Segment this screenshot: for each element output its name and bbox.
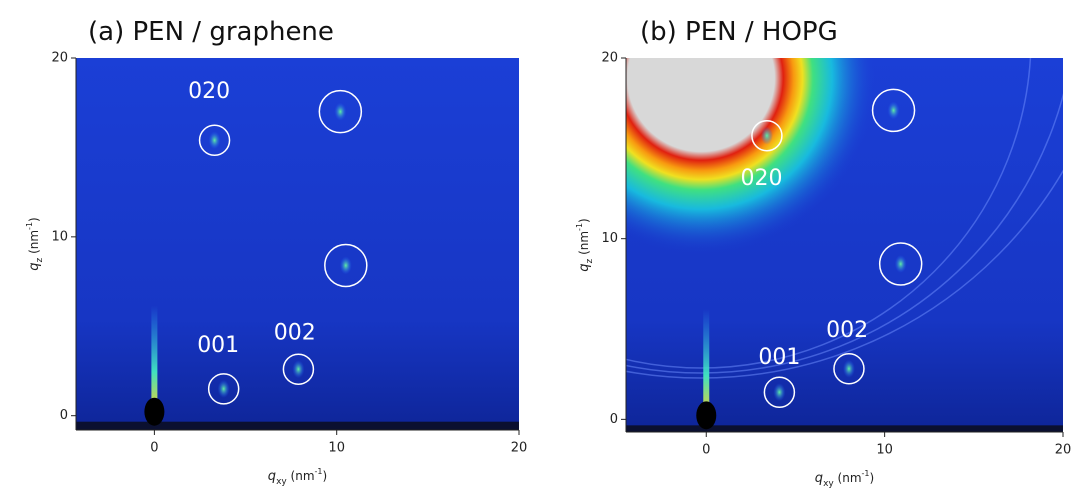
axis-label-part: q: [268, 469, 276, 484]
axis-label-part: q: [27, 262, 42, 270]
ring: [626, 92, 1063, 374]
axis-label-part: ): [577, 218, 591, 223]
peak-circle: [751, 119, 783, 152]
x-tick-label: 20: [1055, 443, 1072, 458]
axis-label-part: -1: [315, 467, 323, 476]
peak-circle: [878, 242, 923, 286]
diffraction-spot: [760, 126, 773, 145]
axis-label-part: ): [870, 471, 875, 485]
axis-label: qz (nm-1): [25, 217, 45, 270]
peak-label: 001: [758, 345, 800, 370]
y-tick-label: 0: [610, 412, 618, 427]
beam-streak: [703, 309, 710, 420]
y-tick-label: 10: [601, 231, 618, 246]
diffraction-spot: [292, 360, 305, 379]
peak-circle: [871, 88, 916, 133]
peak-circle: [198, 124, 231, 157]
diffraction-spot: [773, 383, 786, 402]
x-tick-label: 10: [876, 443, 893, 458]
peak-circle: [282, 353, 315, 385]
beam-streak: [151, 305, 158, 416]
axis-label-part: -1: [25, 222, 34, 230]
y-tick-label: 10: [51, 229, 68, 244]
ring: [626, 169, 1063, 379]
axis-label-part: (nm: [834, 471, 862, 485]
panel-title: (a) PEN / graphene: [88, 17, 334, 47]
peak-label: 002: [274, 320, 316, 345]
axis-label: qxy (nm-1): [268, 467, 327, 487]
peak-circle: [324, 243, 368, 288]
peak-circle: [318, 89, 363, 134]
x-tick-label: 10: [328, 441, 345, 456]
diffraction-spot: [842, 359, 855, 378]
axis-label-part: xy: [276, 477, 287, 487]
y-tick-label: 20: [601, 51, 618, 66]
peak-circle: [763, 376, 796, 409]
axis-label-part: ): [27, 217, 41, 222]
halo: [626, 58, 876, 253]
axis-label-part: z: [35, 257, 45, 262]
ring: [626, 58, 1032, 369]
peak-circle: [207, 373, 240, 405]
beam-stop: [144, 397, 165, 426]
axis-label-part: (nm: [577, 231, 591, 259]
diffraction-spot: [208, 131, 221, 150]
axis-label: qxy (nm-1): [815, 469, 874, 489]
peak-label: 001: [197, 333, 239, 358]
scattering-image: [626, 58, 1063, 432]
panel-title: (b) PEN / HOPG: [640, 17, 838, 47]
substrate-shadow: [76, 421, 519, 430]
peak-circle: [833, 353, 865, 385]
axis-label-part: -1: [862, 469, 870, 478]
scattering-image: [76, 58, 519, 430]
diffraction-spot: [894, 254, 907, 273]
peak-label: 020: [741, 166, 783, 191]
y-tick-label: 20: [51, 51, 68, 66]
axis-label: qz (nm-1): [575, 218, 595, 271]
axis-label-part: z: [585, 258, 595, 263]
x-tick-label: 0: [702, 443, 710, 458]
diffraction-spot: [334, 102, 347, 121]
axis-label-part: q: [577, 263, 592, 271]
axis-label-part: -1: [575, 223, 584, 231]
substrate-shadow: [626, 425, 1063, 432]
axis-label-part: ): [323, 469, 328, 483]
peak-label: 002: [826, 318, 868, 343]
diffraction-spot: [887, 101, 900, 120]
beam-stop: [696, 401, 717, 430]
axis-label-part: q: [815, 471, 823, 486]
x-tick-label: 0: [150, 441, 158, 456]
axis-label-part: (nm: [27, 230, 41, 258]
diffraction-spot: [217, 379, 230, 398]
y-tick-label: 0: [60, 408, 68, 423]
peak-label: 020: [188, 79, 230, 104]
axis-label-part: xy: [823, 479, 834, 489]
diffraction-spot: [339, 256, 352, 275]
axis-label-part: (nm: [287, 469, 315, 483]
x-tick-label: 20: [511, 441, 528, 456]
